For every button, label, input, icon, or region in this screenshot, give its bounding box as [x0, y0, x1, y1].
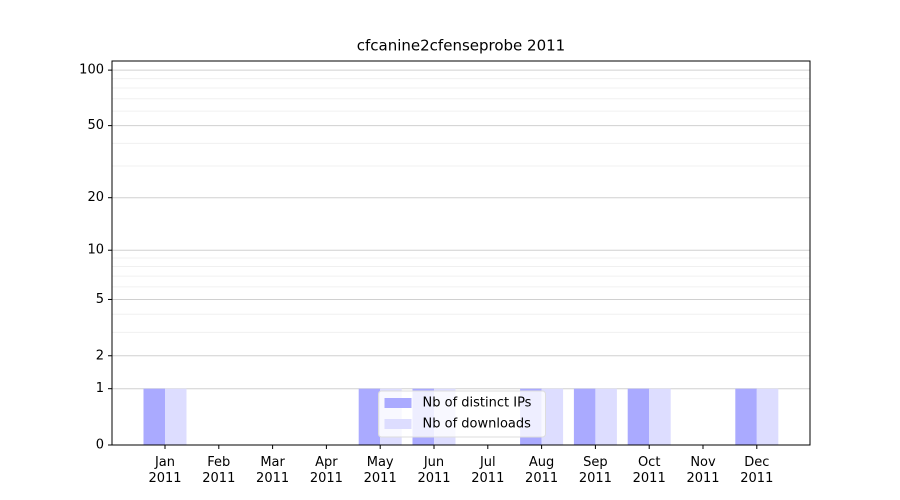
bar: [573, 388, 596, 445]
x-tick-label: Jan 2011: [148, 455, 181, 486]
bar: [143, 388, 165, 445]
legend-label: Nb of distinct IPs: [423, 396, 532, 411]
legend-label: Nb of downloads: [423, 417, 532, 432]
x-tick-label: Aug 2011: [525, 455, 558, 486]
x-tick-label: May 2011: [364, 455, 397, 486]
legend-swatch: [384, 419, 412, 429]
y-tick-label: 5: [96, 292, 104, 307]
bar: [165, 388, 187, 445]
bar: [756, 388, 779, 445]
y-tick-label: 2: [96, 348, 104, 363]
y-tick-label: 100: [79, 63, 104, 78]
legend-box: [378, 390, 546, 438]
plot-frame: [111, 60, 811, 446]
x-tick-label: Dec 2011: [740, 455, 773, 486]
x-tick-label: Sep 2011: [579, 455, 612, 486]
bar: [541, 388, 564, 445]
y-tick-label: 10: [87, 243, 104, 258]
x-tick-label: Oct 2011: [633, 455, 666, 486]
legend-swatch: [384, 398, 412, 408]
x-tick-label: Mar 2011: [256, 455, 289, 486]
bar: [735, 388, 757, 445]
bar: [649, 388, 671, 445]
bar: [595, 388, 617, 445]
y-tick-label: 50: [87, 118, 104, 133]
x-tick-label: Feb 2011: [202, 455, 235, 486]
x-tick-label: Jul 2011: [471, 455, 504, 486]
y-tick-label: 0: [96, 438, 104, 453]
y-tick-label: 20: [87, 190, 104, 205]
bar: [358, 388, 381, 445]
y-tick-label: 1: [96, 381, 104, 396]
x-tick-label: Nov 2011: [686, 455, 719, 486]
x-tick-label: Apr 2011: [310, 455, 343, 486]
chart-title: cfcanine2cfenseprobe 2011: [357, 37, 565, 55]
bar: [627, 388, 650, 445]
x-tick-label: Jun 2011: [417, 455, 450, 486]
